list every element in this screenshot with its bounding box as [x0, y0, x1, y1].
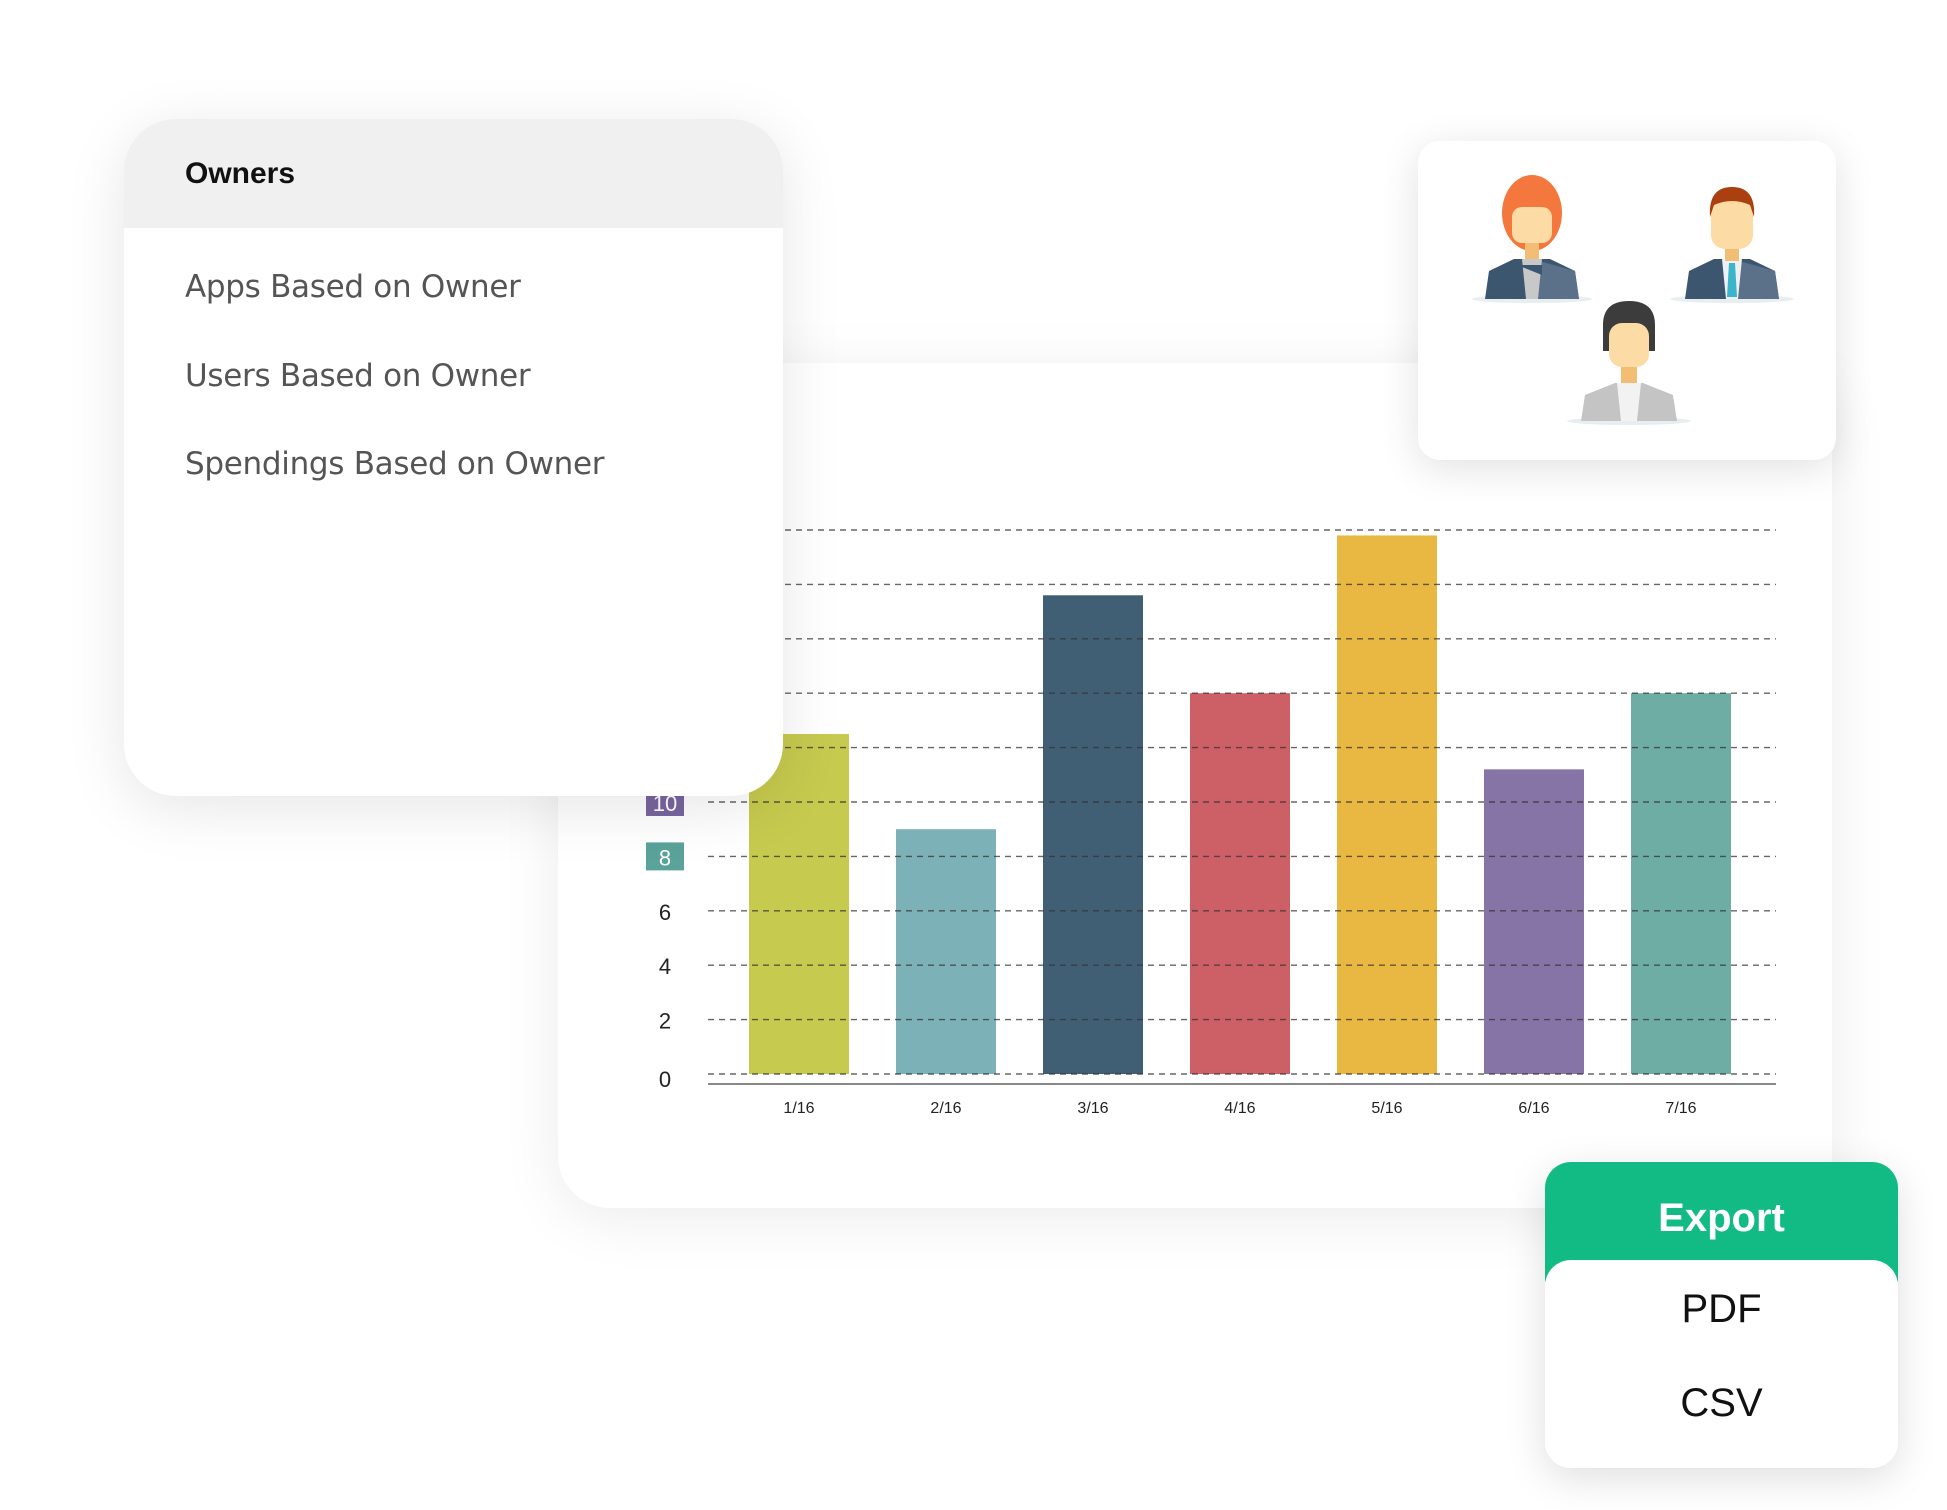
owners-avatars-card [1418, 141, 1836, 460]
menu-item-apps-based-on-owner[interactable]: Apps Based on Owner [185, 269, 521, 305]
x-tick-label: 1/16 [783, 1100, 814, 1117]
y-tick-badge [646, 842, 684, 871]
menu-item-users-based-on-owner[interactable]: Users Based on Owner [185, 358, 531, 394]
bar-2-16 [896, 829, 996, 1074]
man-avatar-icon [1670, 187, 1794, 303]
bar-1-16 [749, 734, 849, 1074]
menu-item-spendings-based-on-owner[interactable]: Spendings Based on Owner [185, 446, 605, 482]
y-tick-label: 8 [659, 845, 671, 870]
export-csv-option[interactable]: CSV [1680, 1381, 1763, 1425]
y-tick-label: 4 [659, 954, 671, 979]
woman-red-hair-avatar-icon [1472, 175, 1592, 303]
x-tick-label: 6/16 [1518, 1100, 1549, 1117]
x-tick-label: 5/16 [1371, 1100, 1402, 1117]
export-pdf-option[interactable]: PDF [1681, 1287, 1762, 1331]
y-tick-label: 2 [659, 1009, 671, 1034]
bar-7-16 [1631, 693, 1731, 1074]
bar-4-16 [1190, 693, 1290, 1074]
bar-5-16 [1337, 535, 1437, 1074]
bar-3-16 [1043, 595, 1143, 1074]
y-tick-label: 0 [659, 1067, 671, 1092]
owners-panel: Owners Apps Based on Owner Users Based o… [124, 119, 783, 796]
bar-6-16 [1484, 769, 1584, 1074]
woman-dark-hair-avatar-icon [1567, 301, 1691, 425]
x-tick-label: 7/16 [1665, 1100, 1696, 1117]
y-tick-label: 6 [659, 900, 671, 925]
export-options: PDF CSV [1545, 1260, 1898, 1468]
x-tick-label: 2/16 [930, 1100, 961, 1117]
x-tick-label: 3/16 [1077, 1100, 1108, 1117]
x-tick-label: 4/16 [1224, 1100, 1255, 1117]
export-menu: Export PDF CSV [1545, 1162, 1898, 1468]
owners-title: Owners [124, 119, 783, 228]
